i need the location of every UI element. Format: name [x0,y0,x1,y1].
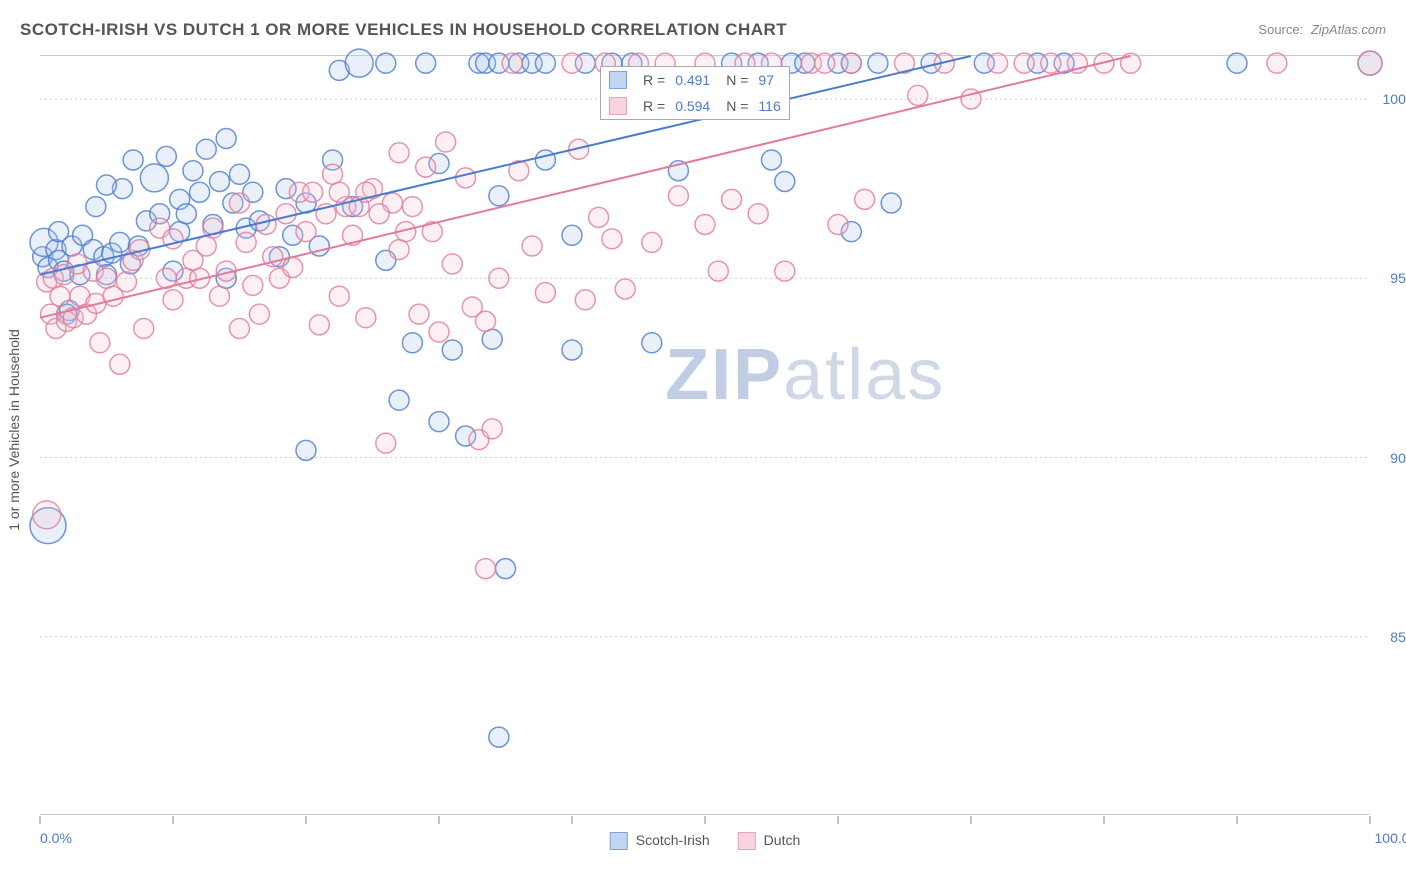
source-attribution: Source: ZipAtlas.com [1258,22,1386,37]
plot-svg [40,56,1370,814]
y-tick-label: 85.0% [1390,629,1406,645]
y-tick-label: 100.0% [1383,91,1406,107]
legend-stats-table: R =0.491N =97R =0.594N =116 [601,67,789,119]
legend-swatch [738,832,756,850]
plot-area: 85.0%90.0%95.0%100.0% ZIPatlas R =0.491N… [40,55,1370,815]
legend-stats-row: R =0.491N =97 [601,67,789,93]
legend-swatch [609,71,627,89]
y-axis-title: 1 or more Vehicles in Household [6,329,22,531]
x-tick-label-min: 0.0% [40,830,72,846]
legend-r-label: R = [635,67,673,93]
legend-item: Scotch-Irish [610,832,710,850]
legend-r-label: R = [635,93,673,119]
legend-r-value: 0.491 [673,67,718,93]
legend-bottom: Scotch-Irish Dutch [610,832,801,850]
legend-item-label: Scotch-Irish [636,832,710,848]
legend-item-label: Dutch [764,832,801,848]
source-value: ZipAtlas.com [1311,22,1386,37]
legend-swatch [610,832,628,850]
legend-n-label: N = [718,67,756,93]
legend-n-value: 97 [756,67,788,93]
legend-item: Dutch [738,832,801,850]
x-tick-label-max: 100.0% [1375,830,1406,846]
chart-title: SCOTCH-IRISH VS DUTCH 1 OR MORE VEHICLES… [20,20,787,40]
source-label: Source: [1258,22,1303,37]
legend-stats-row: R =0.594N =116 [601,93,789,119]
legend-swatch [609,97,627,115]
legend-stats-box: R =0.491N =97R =0.594N =116 [600,66,790,120]
y-tick-label: 90.0% [1390,450,1406,466]
legend-n-label: N = [718,93,756,119]
legend-n-value: 116 [756,93,788,119]
y-tick-label: 95.0% [1390,270,1406,286]
chart-container: SCOTCH-IRISH VS DUTCH 1 OR MORE VEHICLES… [0,0,1406,892]
legend-r-value: 0.594 [673,93,718,119]
